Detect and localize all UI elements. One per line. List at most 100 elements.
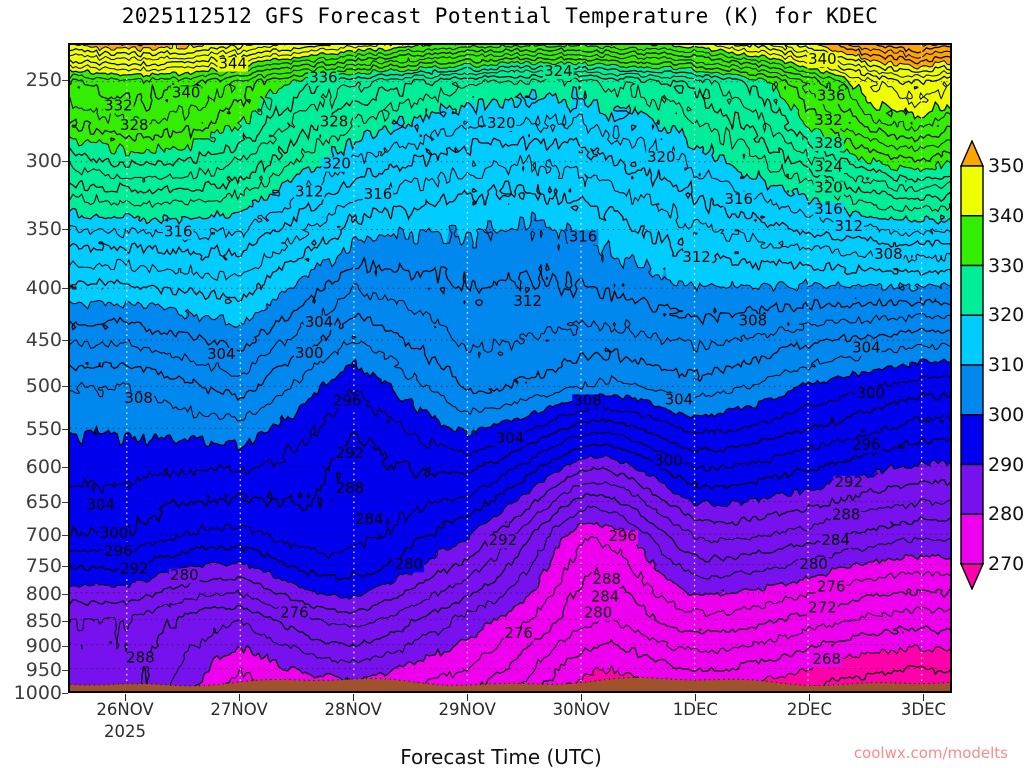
x-axis-tick-label: 3DEC [900,700,947,719]
contour-label: 300 [295,344,323,362]
contour-label: 316 [164,222,192,240]
contour-label-backing [118,118,150,133]
y-axis-tick-label: 650 [25,491,62,514]
colorbar-band [960,215,984,267]
contour-label: 288 [832,505,860,523]
colorbar-tick-label: 340 [988,204,1024,227]
contour-label-backing [170,86,202,101]
contour-line-316 [70,134,950,262]
y-axis-tick-mark [62,693,68,694]
contour-label: 300 [654,452,682,470]
contour-label: 332 [104,96,132,114]
contour-label: 328 [120,116,148,134]
colorbar-over-arrow [959,140,985,167]
x-axis-tick-label: 27NOV [210,700,268,719]
terrain-layer [70,676,950,691]
contour-label: 320 [814,178,842,196]
x-axis-tick-mark [923,694,925,701]
contour-label-backing [485,116,517,131]
contour-label-backing [813,136,844,152]
terrain-fill [70,677,950,691]
contour-label: 340 [808,50,836,68]
contour-label-backing [567,230,599,245]
y-axis-tick-label: 850 [25,610,62,633]
colorbar-tick-label: 270 [988,553,1024,575]
x-axis-tick-label: 28NOV [324,700,382,719]
contour-label-backing [813,114,844,129]
contour-label-backing [362,187,394,203]
contour-label: 304 [207,345,235,363]
contour-label-backing [321,157,353,172]
contour-label-backing [582,606,614,621]
y-axis-tick-label: 950 [25,659,62,682]
colorbar-band [960,463,984,515]
colorbar-tick-label: 330 [988,254,1024,277]
contour-line-268 [805,664,950,691]
contour-line-334 [70,51,950,153]
contour-label: 292 [336,444,364,462]
contour-line-322 [70,77,950,213]
colorbar-band [960,314,984,366]
contour-plot-svg: 344 336 340 332 328 328 324 340 336 332 328 324 320 3… [70,45,950,691]
contour-line-348 [70,45,950,73]
contour-label-backing [855,386,887,402]
contour-label: 324 [544,62,572,80]
contour-label: 296 [608,527,636,545]
contour-label: 296 [852,436,880,454]
contour-line-354 [848,45,950,59]
contour-label-backing [123,391,155,407]
contour-line-280 [193,521,950,691]
contour-label-backing [205,347,237,363]
contour-label: 304 [496,429,524,447]
contour-label: 316 [814,200,842,218]
contour-label-backing [833,219,865,235]
contour-label-backing [798,557,829,573]
contour-line-286 [70,481,950,654]
contour-band-below-280 [70,522,950,691]
contour-label-backing [169,568,200,584]
contour-label: 308 [739,311,767,329]
contour-label-backing [681,251,712,266]
colorbar-band [960,364,984,416]
contour-label: 308 [573,392,601,410]
x-axis-tick-mark [125,694,127,701]
contour-line-298 [70,374,950,495]
contour-line-352 [107,45,950,65]
contour-line-344 [70,45,950,90]
contour-label-backing [162,225,194,240]
contour-label-backing [815,89,847,104]
contour-label-backing [393,557,425,573]
contour-line-290 [70,454,950,600]
contour-label-backing [815,580,847,595]
contour-label: 316 [569,228,597,246]
contour-label-backing [663,393,695,408]
contour-label: 316 [364,185,392,203]
contour-label: 304 [305,313,333,331]
contour-line-272 [536,624,950,691]
contour-label-backing [512,294,543,310]
contour-label-backing [103,99,134,114]
contour-label-backing [318,115,350,130]
contour-label: 280 [584,603,612,621]
contour-label: 288 [593,570,621,588]
contour-label-backing [807,52,838,68]
y-axis-tick-label: 500 [25,375,62,398]
colorbar-tick-label: 290 [988,453,1024,476]
contour-label-backing [331,394,363,409]
contour-label: 340 [172,84,200,102]
contour-label: 300 [100,524,128,542]
contour-line-306 [70,282,950,377]
contour-label: 308 [874,245,902,263]
contour-label: 312 [295,182,323,200]
contour-label-backing [830,508,862,523]
contour-line-layer [70,45,950,691]
contour-label-backing [118,562,150,577]
contour-label-backing [303,315,335,331]
contour-label-backing [851,438,882,453]
colorbar-tick-label: 300 [988,403,1024,426]
contour-label: 344 [219,54,247,72]
contour-label: 292 [120,560,148,578]
contour-label-backing [103,544,134,560]
contour-label-backing [279,606,310,621]
x-axis-tick-mark [581,694,583,701]
